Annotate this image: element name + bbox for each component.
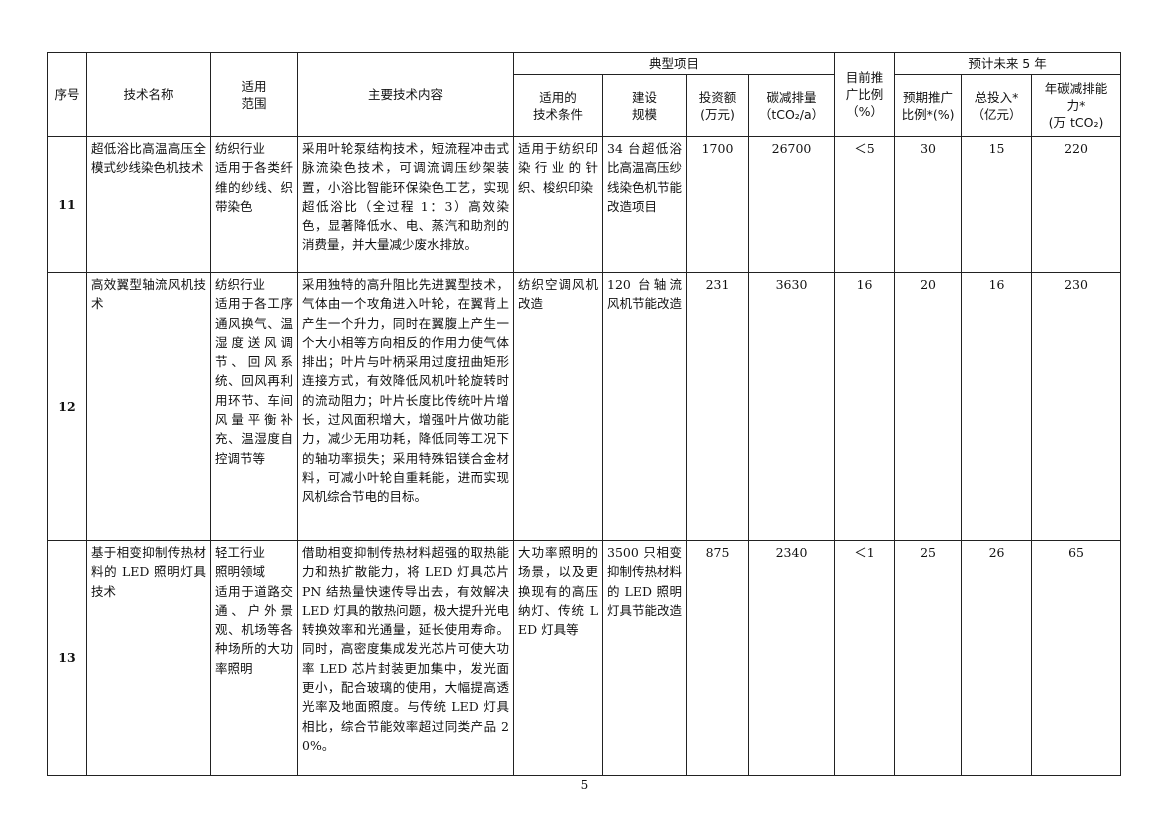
cell-scope: 纺织行业 适用于各类纤维的纱线、织带染色	[210, 136, 298, 273]
cell-reduction: 2340	[747, 540, 836, 776]
header-index: 序号	[47, 52, 87, 137]
cell-content: 借助相变抑制传热材料超强的取热能力和热扩散能力，将 LED 灯具芯片 PN 结热…	[297, 540, 514, 776]
header-current-ratio: 目前推 广比例 （%）	[834, 52, 896, 137]
cell-name: 基于相变抑制传热材料的 LED 照明灯具技术	[86, 540, 211, 776]
cell-total-invest: 15	[961, 136, 1033, 273]
cell-scale: 120 台轴流风机节能改造	[602, 272, 687, 541]
table-row: 11 超低浴比高温高压全模式纱线染色机技术 纺织行业 适用于各类纤维的纱线、织带染色…	[47, 136, 1122, 273]
header-total-invest: 总投入* （亿元）	[961, 74, 1033, 137]
table-row: 13 基于相变抑制传热材料的 LED 照明灯具技术 轻工行业 照明领域 适用于道路交…	[47, 540, 1122, 776]
cell-content: 采用独特的高升阻比先进翼型技术，气体由一个攻角进入叶轮，在翼背上产生一个升力，同…	[297, 272, 514, 541]
cell-annual-capacity: 220	[1031, 136, 1122, 273]
cell-investment: 875	[686, 540, 749, 776]
cell-total-invest: 26	[961, 540, 1033, 776]
header-scale: 建设 规模	[602, 74, 687, 137]
cell-name: 超低浴比高温高压全模式纱线染色机技术	[86, 136, 211, 273]
cell-current-ratio: ＜1	[834, 540, 896, 776]
header-conditions: 适用的 技术条件	[513, 74, 603, 137]
header-content: 主要技术内容	[297, 52, 514, 137]
header-reduction: 碳减排量 （tCO₂/a）	[747, 74, 836, 137]
cell-reduction: 3630	[747, 272, 836, 541]
cell-index: 13	[47, 540, 87, 776]
cell-content: 采用叶轮泵结构技术，短流程冲击式脉流染色技术，可调流调压纱架装置，小浴比智能环保…	[297, 136, 514, 273]
cell-investment: 231	[686, 272, 749, 541]
cell-conditions: 纺织空调风机改造	[513, 272, 603, 541]
header-annual-capacity: 年碳减排能 力* (万 tCO₂)	[1031, 74, 1122, 137]
cell-annual-capacity: 65	[1031, 540, 1122, 776]
technology-table: 序号 技术名称 适用 范围 主要技术内容 典型项目 目前推 广比例 （%） 预计…	[47, 52, 1122, 776]
cell-scale: 34 台超低浴比高温高压纱线染色机节能改造项目	[602, 136, 687, 273]
cell-scale: 3500 只相变抑制传热材料的 LED 照明灯具节能改造	[602, 540, 687, 776]
cell-expected-ratio: 25	[894, 540, 963, 776]
cell-scope: 轻工行业 照明领域 适用于道路交通、户外景观、机场等各种场所的大功率照明	[210, 540, 298, 776]
cell-current-ratio: 16	[834, 272, 896, 541]
cell-conditions: 大功率照明的场景，以及更换现有的高压纳灯、传统 LED 灯具等	[513, 540, 603, 776]
cell-annual-capacity: 230	[1031, 272, 1122, 541]
cell-current-ratio: ＜5	[834, 136, 896, 273]
header-name: 技术名称	[86, 52, 211, 137]
cell-expected-ratio: 20	[894, 272, 963, 541]
cell-expected-ratio: 30	[894, 136, 963, 273]
header-scope: 适用 范围	[210, 52, 298, 137]
page-number: 5	[580, 778, 589, 792]
header-investment: 投资额 (万元)	[686, 74, 749, 137]
header-forecast: 预计未来 5 年	[894, 52, 1122, 75]
cell-investment: 1700	[686, 136, 749, 273]
cell-reduction: 26700	[747, 136, 836, 273]
cell-conditions: 适用于纺织印染行业的针织、梭织印染	[513, 136, 603, 273]
cell-name: 高效翼型轴流风机技术	[86, 272, 211, 541]
cell-index: 11	[47, 136, 87, 273]
table-row: 12 高效翼型轴流风机技术 纺织行业 适用于各工序通风换气、温湿度送风调节、回风系统…	[47, 272, 1122, 541]
header-expected-ratio: 预期推广 比例*(%)	[894, 74, 963, 137]
cell-total-invest: 16	[961, 272, 1033, 541]
cell-index: 12	[47, 272, 87, 541]
header-typical: 典型项目	[512, 52, 836, 75]
cell-scope: 纺织行业 适用于各工序通风换气、温湿度送风调节、回风系统、回风再利用环节、车间风…	[210, 272, 298, 541]
